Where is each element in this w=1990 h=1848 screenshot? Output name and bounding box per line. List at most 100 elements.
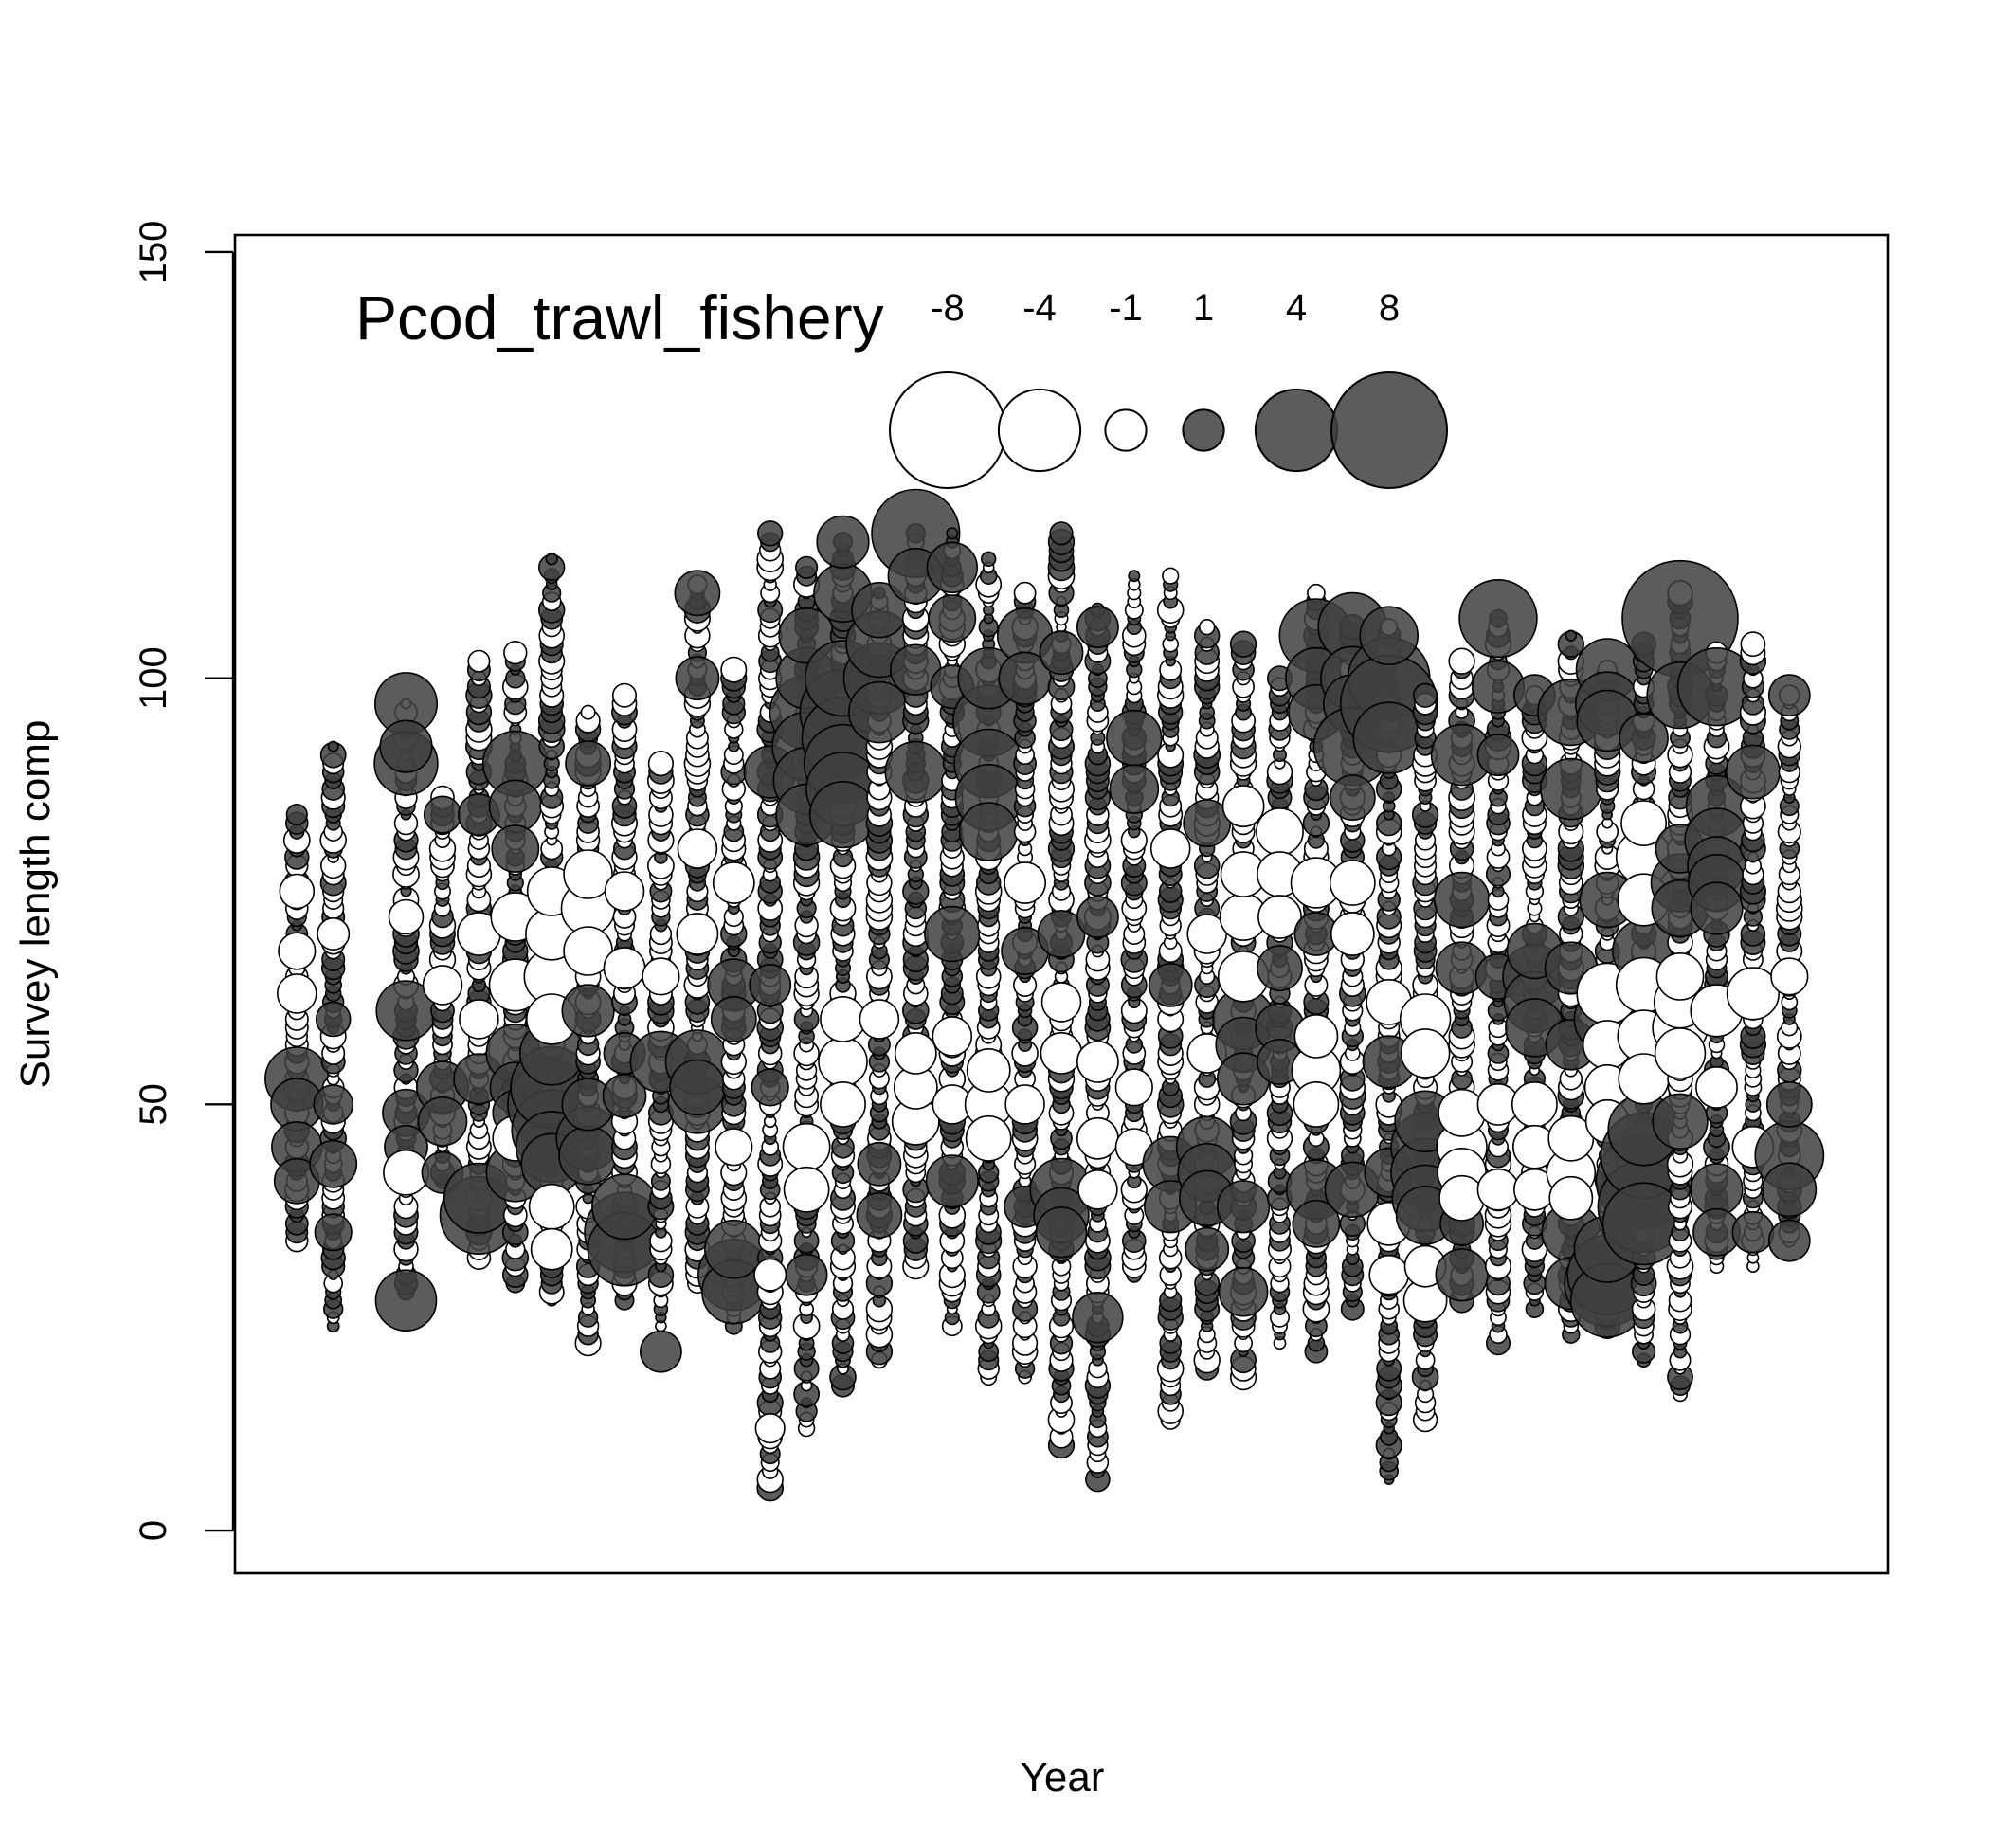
residual-bubble bbox=[1435, 1248, 1489, 1302]
residual-bubble bbox=[1548, 1175, 1594, 1221]
y-tick-label: 0 bbox=[133, 1520, 174, 1541]
residual-bubble bbox=[925, 1154, 979, 1208]
residual-bubble bbox=[965, 1114, 1012, 1162]
legend-label: -8 bbox=[931, 287, 965, 329]
residual-bubble bbox=[1198, 618, 1216, 636]
residual-bubble bbox=[808, 780, 877, 849]
residual-bubble bbox=[820, 996, 866, 1042]
residual-bubble bbox=[894, 1032, 937, 1075]
residual-bubble bbox=[669, 1059, 726, 1116]
legend: -8 -4 -1 1 4 8 bbox=[889, 287, 1448, 489]
residual-bubble bbox=[1359, 606, 1419, 666]
residual-bubble bbox=[1039, 630, 1084, 676]
residual-bubble bbox=[1511, 1081, 1558, 1128]
residual-bubble bbox=[712, 861, 755, 904]
residual-bubble bbox=[459, 999, 499, 1040]
residual-bubble bbox=[1400, 1028, 1451, 1078]
residual-bubble bbox=[1765, 1081, 1813, 1128]
residual-bubble bbox=[980, 551, 997, 567]
residual-bubble bbox=[1216, 1180, 1271, 1234]
residual-bubble bbox=[1013, 581, 1037, 605]
residual-bubble bbox=[1476, 734, 1520, 777]
residual-bubble bbox=[276, 973, 317, 1014]
residual-bubble bbox=[591, 1173, 658, 1241]
legend-label: 1 bbox=[1193, 287, 1214, 329]
residual-bubble bbox=[754, 1412, 786, 1444]
residual-bubble bbox=[558, 1126, 618, 1186]
residual-bubble bbox=[1004, 861, 1047, 904]
residual-bubble bbox=[1368, 1254, 1409, 1295]
residual-bubble bbox=[1040, 1032, 1083, 1075]
residual-bubble bbox=[309, 1139, 358, 1188]
legend-label: -1 bbox=[1109, 287, 1143, 329]
residual-bubble bbox=[785, 1253, 828, 1296]
residual-bubble bbox=[966, 1048, 1011, 1093]
legend-bubble bbox=[1182, 408, 1225, 452]
residual-bubble bbox=[1652, 1093, 1709, 1150]
residual-bubble bbox=[676, 913, 719, 955]
residual-bubble bbox=[491, 824, 540, 873]
residual-bubble bbox=[467, 649, 491, 673]
residual-bubble bbox=[1731, 1210, 1775, 1254]
residual-bubble bbox=[1438, 1088, 1487, 1137]
legend-bubble bbox=[997, 388, 1082, 473]
residual-bubble bbox=[604, 871, 645, 912]
residual-bubble bbox=[423, 795, 462, 834]
residual-bubble bbox=[1458, 578, 1538, 659]
residual-bubble bbox=[924, 905, 981, 963]
residual-bubble bbox=[884, 740, 948, 804]
residual-bubble bbox=[528, 1183, 575, 1230]
legend-label: -4 bbox=[1022, 287, 1057, 329]
residual-bubble bbox=[1072, 1291, 1124, 1344]
residual-bubble bbox=[503, 640, 528, 665]
residual-bubble bbox=[720, 656, 748, 683]
residual-bubble bbox=[314, 1213, 353, 1252]
residual-bubble bbox=[422, 965, 463, 1006]
residual-bubble bbox=[1293, 1081, 1340, 1128]
residual-bubble bbox=[1076, 1041, 1119, 1083]
residual-bubble bbox=[794, 555, 819, 579]
residual-bubble bbox=[816, 515, 870, 569]
residual-bubble bbox=[1149, 828, 1191, 869]
y-tick-label: 100 bbox=[133, 646, 174, 710]
residual-bubble bbox=[753, 1258, 787, 1292]
residual-bubble bbox=[1109, 764, 1160, 814]
residual-bubble bbox=[1438, 1174, 1486, 1222]
residual-bubble bbox=[388, 898, 425, 935]
residual-bubble bbox=[279, 873, 316, 910]
residual-bubble bbox=[561, 984, 615, 1038]
residual-bubble bbox=[1690, 1163, 1744, 1217]
residual-bubble bbox=[611, 682, 637, 708]
legend-bubble bbox=[889, 371, 1006, 489]
residual-bubble bbox=[926, 541, 978, 593]
residual-bubble bbox=[677, 828, 718, 869]
residual-bubble bbox=[1690, 881, 1744, 935]
legend-label: 4 bbox=[1286, 287, 1307, 329]
residual-bubble bbox=[1035, 1206, 1088, 1259]
residual-bubble bbox=[565, 740, 612, 788]
residual-bubble bbox=[1076, 896, 1119, 938]
residual-bubble bbox=[1695, 1066, 1738, 1109]
residual-bubble bbox=[1106, 709, 1163, 767]
residual-bubble bbox=[1654, 1027, 1707, 1079]
residual-bubble bbox=[932, 1016, 973, 1057]
residual-bubble bbox=[749, 964, 792, 1006]
residual-bubble bbox=[1229, 630, 1257, 658]
residual-bubble bbox=[1329, 860, 1376, 906]
residual-bubble bbox=[1762, 1162, 1818, 1218]
residual-bubble bbox=[580, 704, 596, 720]
residual-bubble bbox=[820, 1081, 866, 1128]
residual-bubble bbox=[563, 849, 613, 899]
residual-bubble bbox=[1476, 1168, 1520, 1211]
residual-bubble bbox=[928, 594, 977, 643]
residual-bubble bbox=[417, 1096, 468, 1147]
x-axis-title: Year bbox=[1021, 1754, 1105, 1801]
residual-bubble bbox=[1726, 744, 1781, 800]
residual-bubble bbox=[1221, 785, 1265, 828]
bubble-layer bbox=[264, 488, 1825, 1502]
residual-bubble bbox=[710, 996, 757, 1042]
residual-bubble bbox=[327, 740, 339, 752]
residual-bubble bbox=[946, 527, 959, 540]
y-axis: 0 50 100 150 bbox=[133, 221, 235, 1541]
